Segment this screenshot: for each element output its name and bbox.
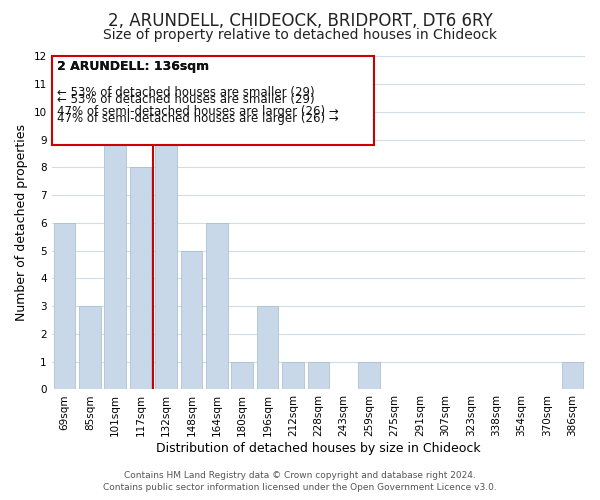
Bar <box>308 362 329 390</box>
Bar <box>562 362 583 390</box>
Bar <box>206 223 227 390</box>
Bar <box>257 306 278 390</box>
Bar <box>155 112 177 390</box>
Bar <box>53 223 75 390</box>
Text: 2, ARUNDELL, CHIDEOCK, BRIDPORT, DT6 6RY: 2, ARUNDELL, CHIDEOCK, BRIDPORT, DT6 6RY <box>107 12 493 30</box>
Bar <box>130 168 151 390</box>
Text: 2 ARUNDELL: 136sqm: 2 ARUNDELL: 136sqm <box>57 60 209 73</box>
Bar <box>181 250 202 390</box>
Bar <box>358 362 380 390</box>
Text: ← 53% of detached houses are smaller (29)
47% of semi-detached houses are larger: ← 53% of detached houses are smaller (29… <box>57 86 339 118</box>
Bar <box>79 306 101 390</box>
Bar <box>52 56 374 144</box>
Bar <box>232 362 253 390</box>
Bar <box>104 112 126 390</box>
Text: ← 53% of detached houses are smaller (29)
47% of semi-detached houses are larger: ← 53% of detached houses are smaller (29… <box>57 93 339 125</box>
Text: 2 ARUNDELL: 136sqm: 2 ARUNDELL: 136sqm <box>57 60 209 73</box>
Text: Contains HM Land Registry data © Crown copyright and database right 2024.
Contai: Contains HM Land Registry data © Crown c… <box>103 471 497 492</box>
Y-axis label: Number of detached properties: Number of detached properties <box>15 124 28 322</box>
X-axis label: Distribution of detached houses by size in Chideock: Distribution of detached houses by size … <box>156 442 481 455</box>
Text: Size of property relative to detached houses in Chideock: Size of property relative to detached ho… <box>103 28 497 42</box>
Bar <box>282 362 304 390</box>
